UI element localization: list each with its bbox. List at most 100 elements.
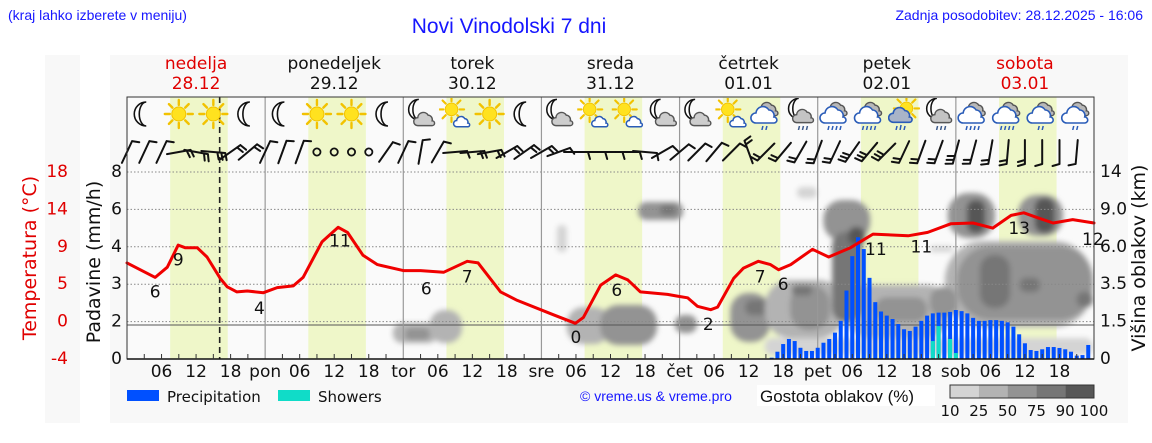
wind-barb-icon (721, 142, 748, 162)
precipitation-tick-label: 4 (111, 237, 122, 257)
barb-shaft (837, 141, 861, 163)
cloud-blob (745, 299, 770, 316)
precipitation-tick-label: 0 (111, 349, 122, 369)
barb-shaft (417, 138, 431, 165)
barb-shaft (294, 139, 313, 165)
wind-barb-icon (669, 143, 696, 161)
sun-icon (199, 100, 227, 128)
barb-shaft (430, 140, 452, 164)
cloud-blob (832, 231, 863, 323)
showers-legend-label: Showers (318, 388, 382, 406)
precipitation-bar (1022, 343, 1027, 359)
precipitation-axis-title: Padavine (mm/h) (83, 181, 105, 344)
precipitation-bar (809, 350, 814, 359)
sun-icon (165, 100, 193, 128)
day-date: 03.01 (1001, 74, 1050, 94)
wind-barb-icon (138, 140, 158, 164)
precipitation-bar (1063, 349, 1068, 359)
x-tick-label: 12 (876, 362, 898, 382)
wind-barb-icon (430, 140, 452, 164)
density-level-label: 75 (1027, 402, 1046, 420)
barb-shaft (944, 139, 961, 165)
wind-barb-icon (786, 140, 808, 164)
cloud-blob (556, 224, 567, 253)
cloud-blob (1034, 197, 1055, 233)
x-tick-label: pon (249, 362, 281, 382)
temperature-tick-label: 5 (57, 274, 68, 294)
wind-barb-icon (183, 148, 210, 163)
barb-shaft (155, 140, 175, 164)
day-name: sobota (996, 54, 1054, 74)
precipitation-bar (890, 318, 895, 359)
credit-link[interactable]: © vreme.us & vreme.pro (580, 388, 732, 404)
cloud-blob (791, 284, 812, 296)
wind-barb-icon (821, 140, 842, 164)
barb-shaft (687, 142, 713, 162)
cloud-blob (966, 199, 986, 233)
density-swatch (1036, 385, 1066, 398)
wind-barb-icon (378, 141, 401, 163)
precipitation-bar (832, 332, 837, 359)
wind-barb-icon (277, 139, 295, 165)
cloud-blob (796, 186, 818, 199)
barb-shaft (908, 139, 927, 165)
wind-barb-icon (1051, 139, 1061, 167)
temperature-tick-label: 9 (57, 237, 68, 257)
x-tick-label: 12 (185, 362, 207, 382)
barb-shaft (237, 143, 265, 161)
precipitation-bar (856, 237, 861, 359)
day-date: 30.12 (448, 74, 497, 94)
x-tick-label: 18 (772, 362, 794, 382)
wind-barb-icon (944, 139, 961, 165)
wind-barb-icon (530, 145, 559, 159)
cloud-blob (1019, 277, 1040, 293)
precipitation-tick-label: 3 (111, 274, 122, 294)
wind-barb-icon (650, 145, 679, 159)
wind-barb-icon (908, 139, 927, 165)
cloud-blob (929, 246, 953, 253)
precipitation-tick-label: 6 (111, 199, 122, 219)
day-name: nedelja (165, 54, 227, 74)
cloud-blob (429, 310, 462, 344)
wind-barb-icon (750, 142, 776, 162)
wind-barb-icon (417, 138, 431, 165)
precipitation-bar (798, 347, 803, 359)
x-tick-label: čet (666, 362, 693, 382)
precipitation-bar (1057, 347, 1062, 359)
density-swatch (978, 385, 1008, 398)
barb-shaft (277, 139, 295, 165)
precipitation-bar (913, 326, 918, 359)
day-name: ponedeljek (287, 54, 381, 74)
barb-shaft (980, 139, 994, 166)
precipitation-bar (861, 249, 866, 359)
barb-shaft (259, 140, 279, 164)
precipitation-bar (804, 350, 809, 359)
cloud-height-tick-label: 0 (1100, 349, 1111, 369)
day-name: četrtek (718, 54, 779, 74)
temperature-value-label: 11 (329, 232, 351, 252)
cloud-blob (790, 284, 830, 331)
calm-wind-icon (329, 147, 339, 157)
barb-shaft (669, 143, 696, 161)
x-tick-label: 18 (220, 362, 242, 382)
x-axis-ticks (143, 354, 1078, 359)
precipitation-bar (1017, 334, 1022, 359)
cloud-blob (875, 297, 928, 322)
precipitation-bar (988, 320, 993, 359)
temperature-value-label: 7 (755, 267, 766, 287)
precipitation-bar (907, 330, 912, 359)
precipitation-bar (827, 338, 832, 359)
temperature-value-label: 6 (611, 281, 622, 301)
precipitation-bar (919, 320, 924, 359)
wind-barb-icon (155, 140, 175, 164)
wind-barb-icon (294, 139, 313, 165)
precipitation-bar (1011, 326, 1016, 359)
wind-barb-icon (743, 135, 754, 165)
density-level-label: 50 (998, 402, 1017, 420)
barb-shaft (495, 145, 524, 159)
x-tick-label: pet (804, 362, 832, 382)
precipitation-bar (896, 324, 901, 359)
calm-wind-icon (364, 147, 374, 157)
cloud-blob (674, 315, 697, 334)
